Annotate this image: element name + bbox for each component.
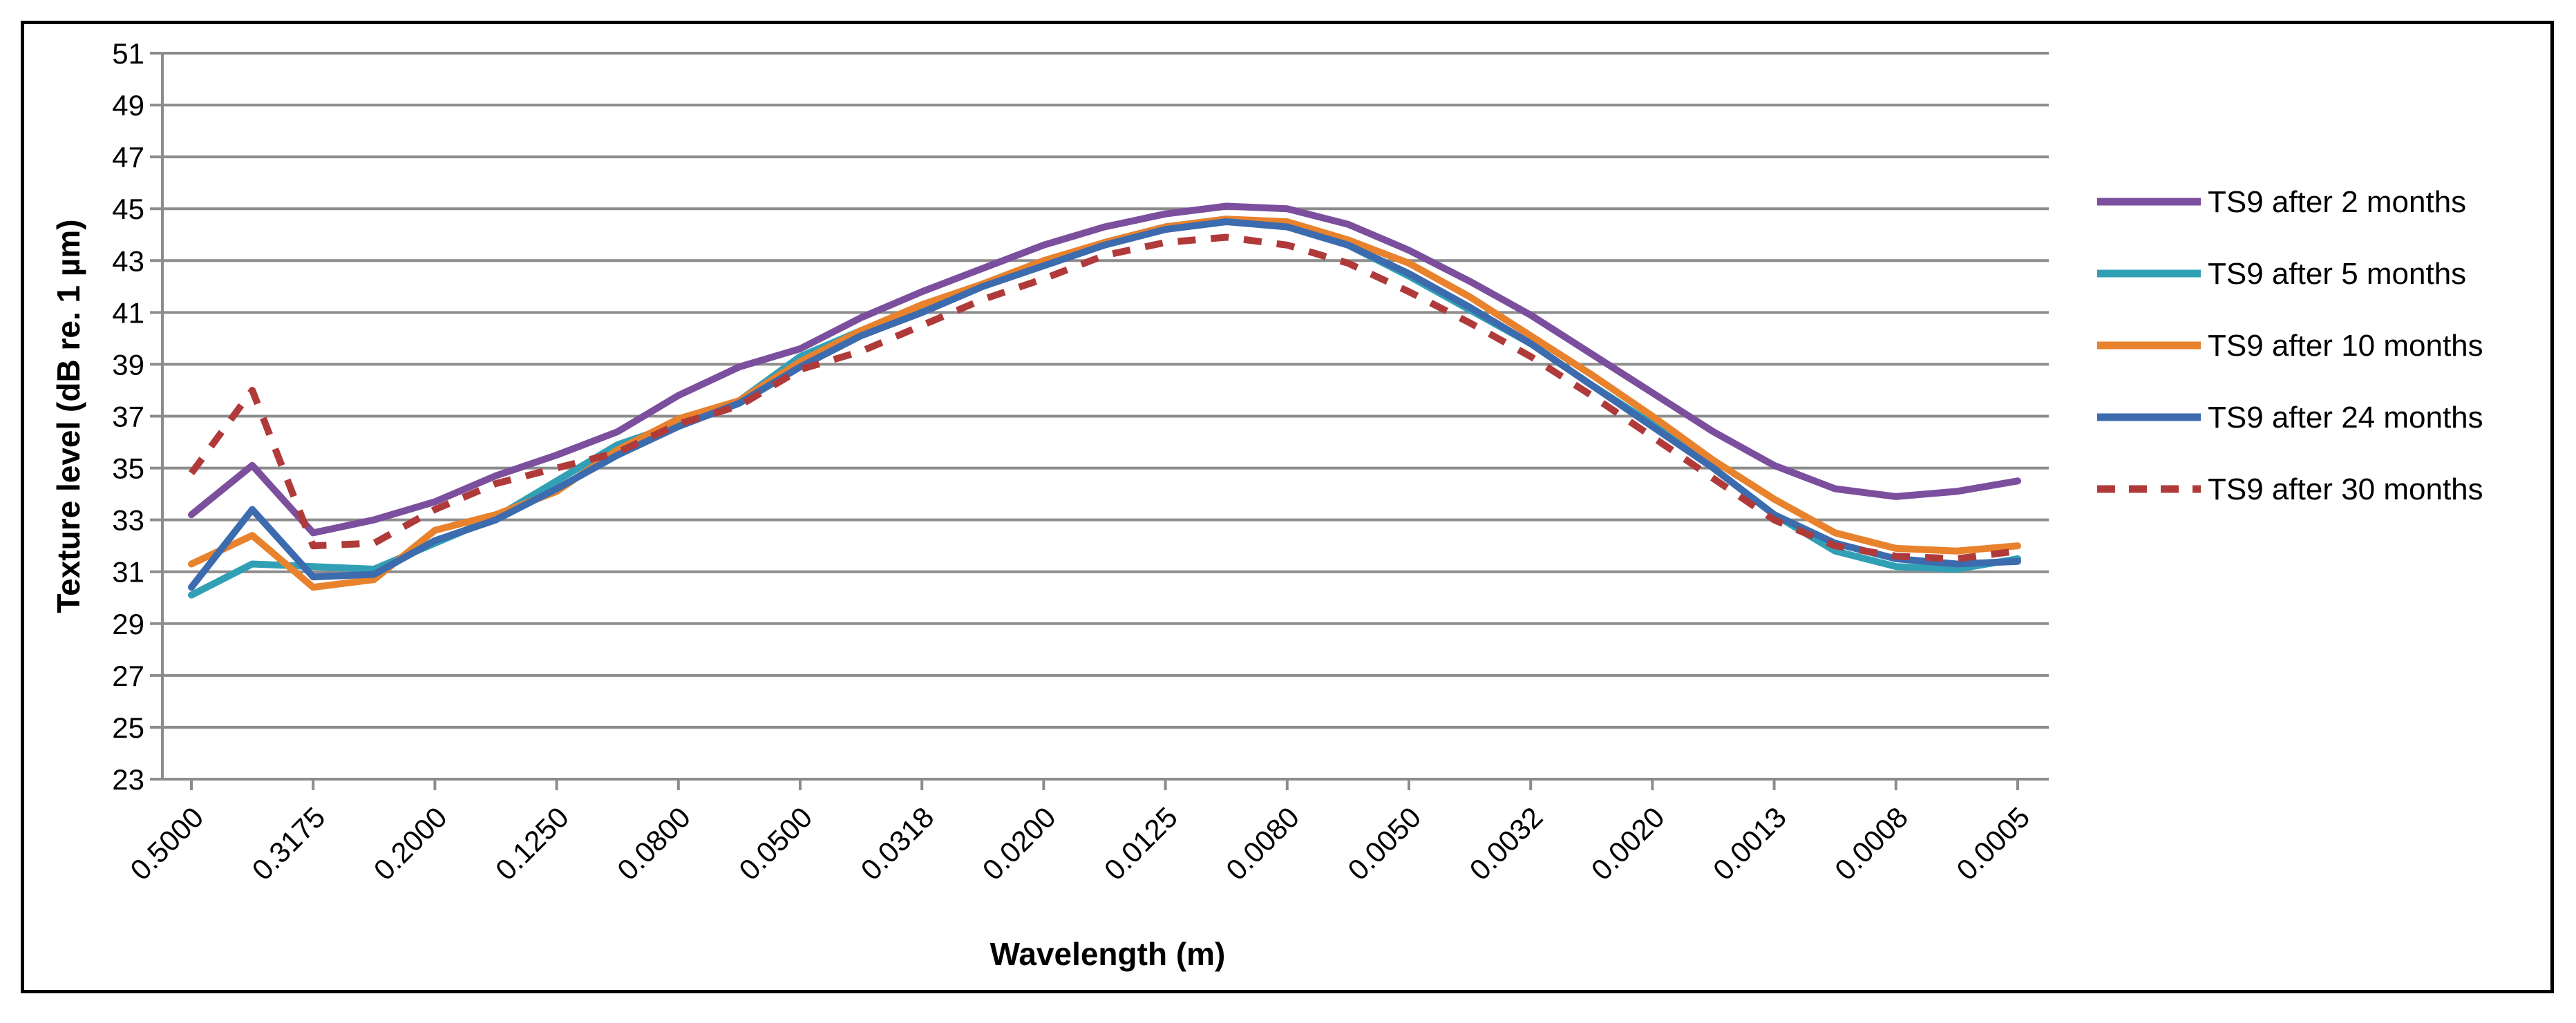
- x-tick-label: 0.0080: [1220, 801, 1305, 886]
- x-tick-label: 0.0500: [732, 801, 818, 886]
- x-tick-label: 0.0125: [1098, 801, 1184, 886]
- y-axis-title: Texture level (dB re. 1 µm): [50, 219, 86, 613]
- y-tick-label: 27: [112, 660, 144, 692]
- chart-frame: 23 25 27 29 31 33 35 37 39 41 43 45 47 49 51 0.5000 0.3…: [21, 21, 2554, 993]
- y-tick-label: 23: [112, 763, 144, 796]
- y-tick-label: 35: [112, 452, 144, 485]
- y-tick-label: 41: [112, 296, 144, 329]
- series-line-5: [188, 233, 2018, 562]
- y-tick-label: 31: [112, 556, 144, 589]
- y-tick-label: 51: [112, 37, 144, 70]
- x-tick-label: 0.0013: [1707, 801, 1792, 886]
- series-line-4: [188, 218, 2021, 591]
- y-tick-label: 29: [112, 608, 144, 640]
- x-axis-title: Wavelength (m): [990, 936, 1226, 972]
- y-tick-label: 37: [112, 401, 144, 433]
- x-tick-label: 0.0008: [1828, 801, 1914, 886]
- y-tick-label: 39: [112, 348, 144, 381]
- legend-label-4: TS9 after 24 months: [2208, 401, 2483, 434]
- x-tick-label: 0.0318: [854, 801, 940, 886]
- y-tick-label: 33: [112, 504, 144, 537]
- x-tick-label: 0.0200: [976, 801, 1062, 886]
- line-chart: 23 25 27 29 31 33 35 37 39 41 43 45 47 49 51 0.5000 0.3…: [50, 37, 2483, 972]
- y-tick-label: 43: [112, 245, 144, 277]
- legend-label-5: TS9 after 30 months: [2208, 472, 2483, 506]
- series-line-2: [188, 216, 2021, 599]
- y-tick-label: 49: [112, 89, 144, 122]
- y-tick-label: 45: [112, 193, 144, 225]
- y-axis-ticks: 23 25 27 29 31 33 35 37 39 41 43 45 47 49 51: [112, 37, 162, 796]
- x-tick-label: 0.1250: [489, 801, 575, 886]
- x-tick-label: 0.0800: [611, 801, 697, 886]
- x-tick-label: 0.0020: [1585, 801, 1671, 886]
- series-line-1: [188, 202, 2021, 537]
- x-tick-label: 0.2000: [368, 801, 453, 886]
- legend-label-3: TS9 after 10 months: [2208, 329, 2483, 363]
- legend: TS9 after 2 months TS9 after 5 months TS9 …: [2097, 185, 2483, 506]
- x-tick-label: 0.5000: [124, 801, 209, 886]
- x-axis-ticks: 0.5000 0.3175 0.2000 0.1250 0.0800 0.0500 0.03…: [124, 779, 2036, 886]
- gridlines: [161, 52, 2049, 781]
- x-tick-label: 0.0032: [1463, 801, 1549, 886]
- legend-label-1: TS9 after 2 months: [2208, 185, 2466, 219]
- x-tick-label: 0.0050: [1341, 801, 1427, 886]
- series-lines: [188, 202, 2021, 599]
- legend-label-2: TS9 after 5 months: [2208, 257, 2466, 291]
- x-tick-label: 0.3175: [245, 801, 331, 886]
- y-tick-label: 47: [112, 141, 144, 173]
- x-tick-label: 0.0005: [1950, 801, 2036, 886]
- y-tick-label: 25: [112, 711, 144, 744]
